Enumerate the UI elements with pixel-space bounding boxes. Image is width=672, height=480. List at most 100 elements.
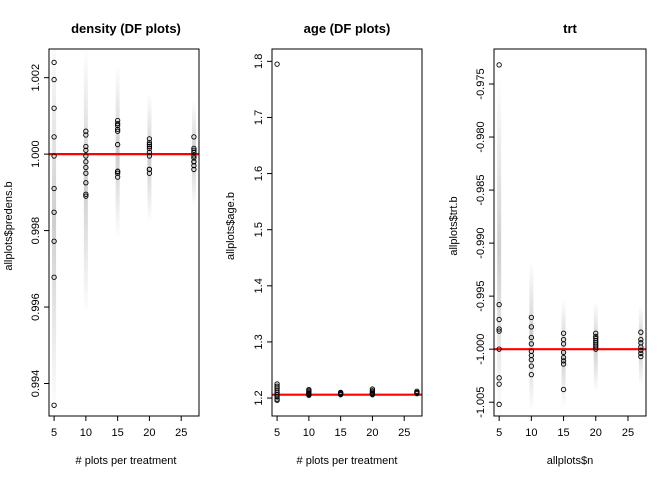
data-point	[496, 328, 502, 334]
uncertainty-band	[638, 304, 643, 387]
data-point	[51, 76, 57, 83]
x-tick-label: 15	[112, 427, 124, 439]
data-point	[146, 145, 153, 152]
data-point	[51, 402, 57, 408]
data-point	[496, 346, 502, 352]
data-point	[191, 149, 197, 155]
uncertainty-band	[529, 261, 534, 413]
y-axis-label: allplots$trt.b	[448, 196, 460, 255]
y-tick-label: -1.005	[475, 387, 487, 418]
data-point	[274, 383, 280, 389]
plot-frame	[271, 48, 423, 417]
y-tick-label: 0.998	[30, 217, 42, 245]
data-point	[83, 164, 89, 171]
data-point	[369, 392, 376, 398]
data-point	[593, 344, 599, 350]
y-tick-label: 1.8	[253, 54, 265, 69]
data-point	[638, 347, 644, 353]
data-point	[83, 132, 89, 138]
y-tick-label: 0.994	[30, 370, 42, 398]
data-point	[51, 59, 57, 66]
data-point	[146, 149, 153, 155]
data-point	[638, 350, 644, 357]
y-tick-label: 1.4	[253, 278, 265, 293]
uncertainty-band	[275, 378, 280, 404]
data-point	[560, 386, 567, 393]
x-tick-label: 25	[175, 427, 187, 439]
plot-area	[272, 61, 422, 404]
data-point	[560, 355, 567, 361]
x-tick-label: 15	[335, 427, 347, 439]
y-tick-label: -0.995	[475, 281, 487, 312]
data-point	[114, 126, 121, 132]
data-point	[274, 381, 280, 387]
data-point	[51, 105, 57, 111]
data-point	[638, 353, 644, 360]
x-tick-label: 10	[303, 427, 315, 439]
uncertainty-band	[561, 299, 566, 408]
panel-title: density (DF plots)	[71, 21, 181, 36]
data-point	[414, 390, 420, 397]
y-tick-label: 1.000	[30, 140, 42, 168]
data-point	[191, 147, 197, 153]
data-point	[146, 140, 153, 146]
data-point	[496, 326, 502, 332]
data-point	[496, 401, 502, 407]
data-point	[191, 166, 197, 173]
data-point	[146, 141, 153, 148]
data-point	[51, 238, 57, 244]
data-point	[528, 334, 535, 341]
data-point	[528, 357, 535, 363]
y-tick-label: -1.000	[475, 334, 487, 365]
data-point	[560, 349, 567, 356]
data-point	[306, 392, 312, 398]
data-point	[191, 162, 197, 169]
data-point	[114, 120, 121, 127]
data-point	[146, 153, 153, 159]
x-tick-label: 15	[557, 427, 569, 439]
panel-age: age (DF plots) # plots per treatment all…	[225, 21, 423, 467]
panel-density: density (DF plots) # plots per treatment…	[3, 21, 200, 467]
data-point	[191, 153, 197, 159]
x-tick-label: 10	[80, 427, 92, 439]
y-tick-label: 1.002	[30, 64, 42, 92]
data-point	[560, 361, 567, 367]
data-point	[83, 147, 89, 153]
data-point	[51, 134, 57, 140]
y-tick-label: 1.2	[253, 390, 265, 405]
x-tick-label: 10	[525, 427, 537, 439]
uncertainty-band	[497, 78, 502, 416]
data-point	[83, 180, 89, 186]
data-point	[191, 145, 197, 152]
data-point	[146, 170, 153, 176]
data-point	[146, 166, 153, 173]
data-point	[114, 170, 121, 176]
data-point	[560, 358, 567, 364]
data-point	[496, 375, 502, 381]
data-point	[114, 122, 121, 129]
data-point	[83, 128, 89, 134]
data-point	[496, 301, 502, 308]
data-point	[528, 314, 535, 321]
x-axis-label: # plots per treatment	[297, 455, 398, 467]
data-point	[146, 136, 153, 142]
x-axis-label: allplots$n	[547, 455, 593, 467]
x-tick-label: 20	[366, 427, 378, 439]
panel-title: age (DF plots)	[304, 21, 391, 36]
data-point	[528, 363, 535, 369]
data-point	[114, 141, 121, 148]
data-point	[593, 346, 599, 352]
data-point	[83, 191, 89, 197]
x-tick-label: 20	[590, 427, 602, 439]
x-tick-label: 25	[622, 427, 634, 439]
data-point	[191, 159, 197, 165]
data-point	[638, 329, 644, 335]
data-point	[337, 392, 344, 398]
x-axis-label: # plots per treatment	[76, 455, 177, 467]
plot-area	[49, 49, 199, 415]
y-tick-label: 1.5	[253, 222, 265, 237]
data-point	[83, 170, 89, 176]
data-point	[191, 134, 197, 140]
y-axis-label: allplots$age.b	[225, 192, 237, 260]
data-point	[638, 336, 644, 343]
